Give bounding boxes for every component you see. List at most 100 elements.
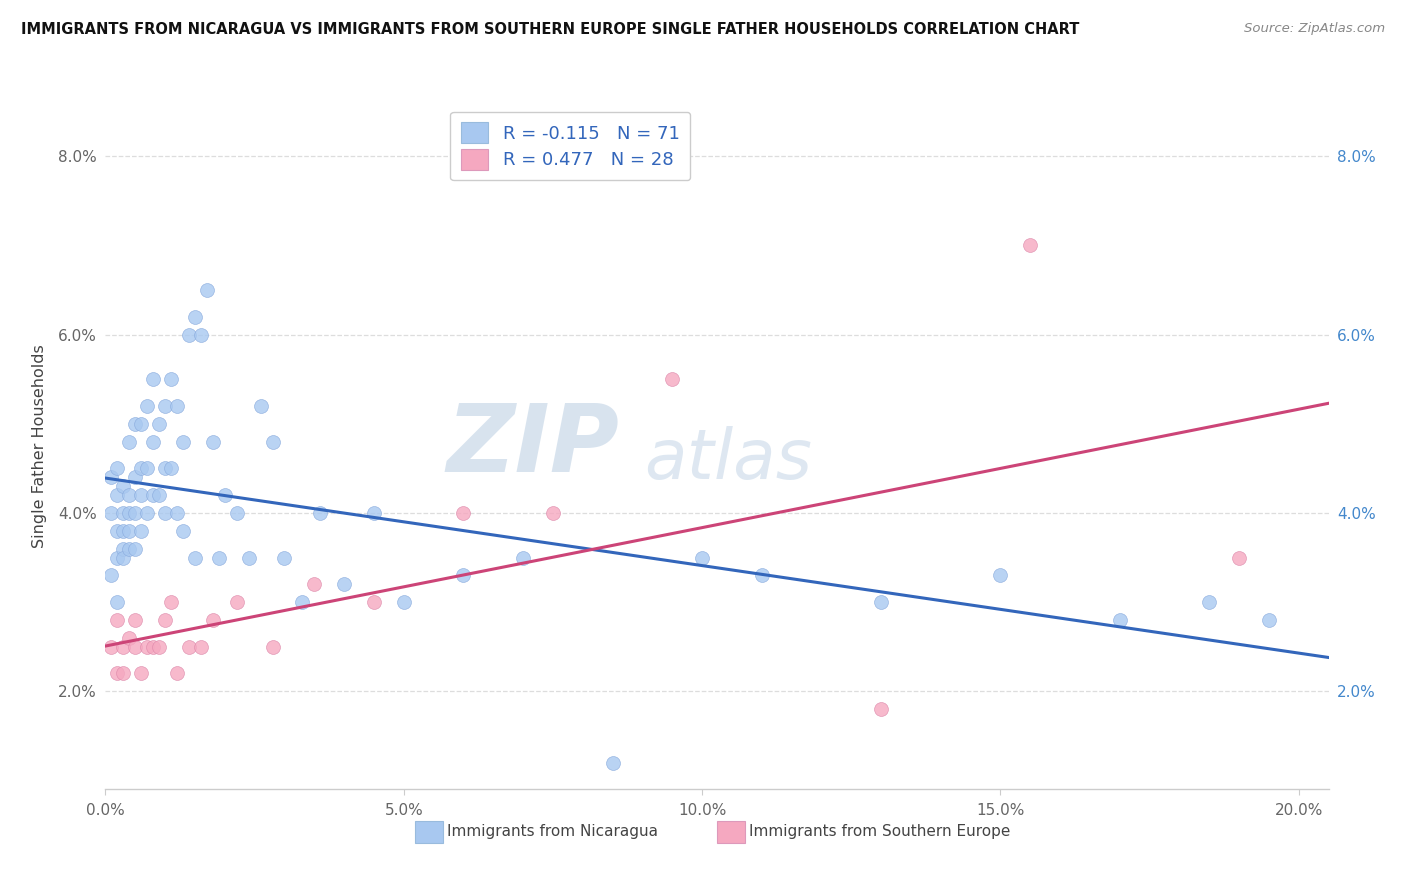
Point bbox=[160, 595, 183, 609]
Text: Immigrants from Southern Europe: Immigrants from Southern Europe bbox=[749, 824, 1011, 839]
Point bbox=[105, 550, 128, 565]
Point bbox=[124, 506, 146, 520]
Point bbox=[190, 327, 212, 342]
Point bbox=[112, 640, 135, 654]
Point bbox=[208, 550, 231, 565]
Point bbox=[166, 399, 188, 413]
Point bbox=[249, 399, 271, 413]
Point bbox=[177, 327, 200, 342]
Point bbox=[1019, 238, 1042, 252]
Point bbox=[661, 372, 683, 386]
Point bbox=[136, 506, 159, 520]
Point bbox=[512, 550, 534, 565]
Point bbox=[105, 595, 128, 609]
Point bbox=[105, 524, 128, 538]
Point bbox=[160, 372, 183, 386]
Point bbox=[112, 524, 135, 538]
Text: atlas: atlas bbox=[644, 426, 811, 493]
Point bbox=[172, 524, 194, 538]
Point bbox=[201, 613, 224, 627]
Point bbox=[105, 461, 128, 475]
Point bbox=[751, 568, 773, 582]
Text: IMMIGRANTS FROM NICARAGUA VS IMMIGRANTS FROM SOUTHERN EUROPE SINGLE FATHER HOUSE: IMMIGRANTS FROM NICARAGUA VS IMMIGRANTS … bbox=[21, 22, 1080, 37]
Point bbox=[112, 550, 135, 565]
Point bbox=[118, 506, 141, 520]
Point bbox=[1258, 613, 1281, 627]
Point bbox=[262, 434, 284, 449]
Point bbox=[100, 470, 122, 484]
Point bbox=[153, 613, 176, 627]
Point bbox=[100, 568, 122, 582]
Point bbox=[124, 417, 146, 431]
Point bbox=[153, 506, 176, 520]
Point bbox=[363, 506, 385, 520]
Point bbox=[166, 506, 188, 520]
Point bbox=[166, 666, 188, 681]
Point bbox=[129, 461, 152, 475]
Point bbox=[262, 640, 284, 654]
Point bbox=[118, 541, 141, 556]
Text: Immigrants from Nicaragua: Immigrants from Nicaragua bbox=[447, 824, 658, 839]
Point bbox=[201, 434, 224, 449]
Point bbox=[100, 640, 122, 654]
Point bbox=[129, 488, 152, 502]
Point bbox=[690, 550, 713, 565]
Point bbox=[153, 399, 176, 413]
Point bbox=[112, 541, 135, 556]
Point bbox=[1227, 550, 1250, 565]
Point bbox=[148, 417, 170, 431]
Point bbox=[129, 417, 152, 431]
Point bbox=[118, 488, 141, 502]
Point bbox=[142, 488, 165, 502]
Point bbox=[105, 666, 128, 681]
Point bbox=[363, 595, 385, 609]
Point bbox=[195, 283, 218, 297]
Point bbox=[990, 568, 1012, 582]
Point bbox=[112, 666, 135, 681]
Y-axis label: Single Father Households: Single Father Households bbox=[32, 344, 48, 548]
Point bbox=[112, 506, 135, 520]
Point bbox=[1198, 595, 1220, 609]
Point bbox=[105, 613, 128, 627]
Point bbox=[118, 524, 141, 538]
Point bbox=[291, 595, 314, 609]
Point bbox=[105, 488, 128, 502]
Point bbox=[190, 640, 212, 654]
Point bbox=[602, 756, 624, 770]
Point bbox=[142, 640, 165, 654]
Point bbox=[148, 640, 170, 654]
Point bbox=[129, 524, 152, 538]
Point bbox=[184, 310, 207, 324]
Text: Source: ZipAtlas.com: Source: ZipAtlas.com bbox=[1244, 22, 1385, 36]
Point bbox=[160, 461, 183, 475]
Point bbox=[870, 595, 893, 609]
Point bbox=[238, 550, 260, 565]
Legend: R = -0.115   N = 71, R = 0.477   N = 28: R = -0.115 N = 71, R = 0.477 N = 28 bbox=[450, 112, 690, 180]
Point bbox=[124, 613, 146, 627]
Text: ZIP: ZIP bbox=[446, 400, 619, 492]
Point bbox=[124, 470, 146, 484]
Point bbox=[153, 461, 176, 475]
Point bbox=[148, 488, 170, 502]
Point bbox=[870, 702, 893, 716]
Point bbox=[184, 550, 207, 565]
Point bbox=[124, 541, 146, 556]
Point bbox=[136, 461, 159, 475]
Point bbox=[333, 577, 356, 591]
Point bbox=[214, 488, 236, 502]
Point bbox=[118, 434, 141, 449]
Point bbox=[136, 640, 159, 654]
Point bbox=[112, 479, 135, 493]
Point bbox=[118, 631, 141, 645]
Point bbox=[142, 434, 165, 449]
Point bbox=[273, 550, 295, 565]
Point bbox=[392, 595, 415, 609]
Point bbox=[225, 595, 247, 609]
Point bbox=[142, 372, 165, 386]
Point bbox=[177, 640, 200, 654]
Point bbox=[136, 399, 159, 413]
Point bbox=[124, 640, 146, 654]
Point bbox=[304, 577, 326, 591]
Point bbox=[309, 506, 332, 520]
Point bbox=[100, 506, 122, 520]
